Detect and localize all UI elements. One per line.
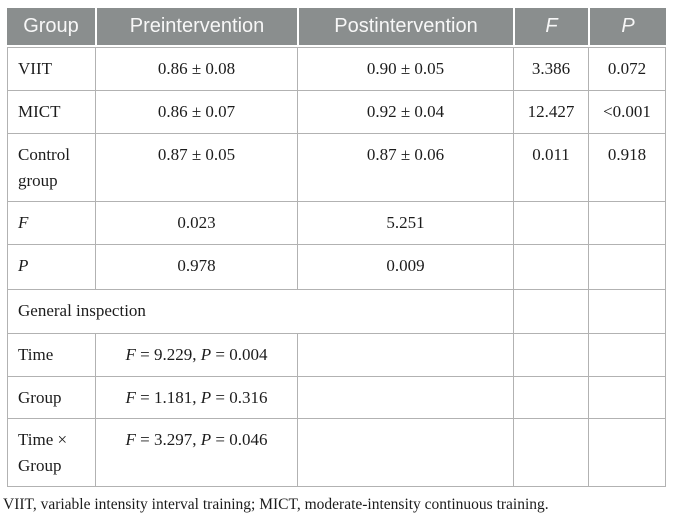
table-row-time: Time F = 9.229, P = 0.004 (7, 333, 666, 376)
cell-control-pre: 0.87 ± 0.05 (95, 133, 297, 201)
equals-sign: = (211, 430, 230, 449)
cell-mict-f: 12.427 (513, 90, 588, 133)
cell-control-label: Control group (7, 133, 95, 201)
cell-empty (588, 289, 666, 333)
separator: , (192, 387, 201, 407)
cell-empty (297, 418, 513, 487)
cell-viit-label: VIIT (7, 47, 95, 90)
header-p-value: P (588, 8, 666, 47)
cell-viit-post: 0.90 ± 0.05 (297, 47, 513, 90)
cell-empty (513, 375, 588, 418)
cell-empty (588, 333, 666, 376)
cell-empty (588, 375, 666, 418)
table-footnote: VIIT, variable intensity interval traini… (3, 496, 549, 513)
p-symbol: P (200, 387, 212, 407)
equals-sign: = (211, 345, 230, 364)
cell-empty (513, 333, 588, 376)
f-value: 3.297 (154, 430, 193, 449)
header-postintervention: Postintervention (297, 8, 513, 47)
equals-sign: = (135, 387, 154, 407)
header-group: Group (7, 8, 95, 47)
equals-sign: = (135, 345, 154, 364)
cell-group-stats: F = 1.181, P = 0.316 (95, 375, 297, 418)
cell-viit-p: 0.072 (588, 47, 666, 90)
cell-group-label: Group (7, 375, 95, 418)
cell-empty (513, 418, 588, 487)
cell-empty (513, 244, 588, 289)
cell-p-post: 0.009 (297, 244, 513, 289)
cell-mict-p: <0.001 (588, 90, 666, 133)
table-row-time-x-group: Time × Group F = 3.297, P = 0.046 (7, 418, 666, 487)
table-header: Group Preintervention Postintervention F… (7, 8, 666, 47)
cell-control-p: 0.918 (588, 133, 666, 201)
p-value: 0.004 (229, 345, 268, 364)
cell-f-label: F (7, 201, 95, 244)
cell-control-f: 0.011 (513, 133, 588, 201)
p-symbol: P (200, 345, 212, 364)
cell-time-stats: F = 9.229, P = 0.004 (95, 333, 297, 376)
header-f-statistic: F (513, 8, 588, 47)
equals-sign: = (135, 430, 154, 449)
cell-viit-pre: 0.86 ± 0.08 (95, 47, 297, 90)
cell-general-inspection: General inspection (7, 289, 513, 333)
cell-empty (513, 289, 588, 333)
header-row: Group Preintervention Postintervention F… (7, 8, 666, 47)
table-row-mict: MICT 0.86 ± 0.07 0.92 ± 0.04 12.427 <0.0… (7, 90, 666, 133)
equals-sign: = (211, 387, 230, 407)
cell-empty (513, 201, 588, 244)
cell-time-label: Time (7, 333, 95, 376)
results-table-container: Group Preintervention Postintervention F… (3, 8, 666, 514)
f-symbol: F (125, 345, 136, 364)
p-value: 0.316 (229, 387, 268, 407)
cell-empty (297, 333, 513, 376)
header-preintervention: Preintervention (95, 8, 297, 47)
cell-empty (588, 201, 666, 244)
table-row-group-effect: Group F = 1.181, P = 0.316 (7, 375, 666, 418)
p-value: 0.046 (229, 430, 268, 449)
table-row-p-value: P 0.978 0.009 (7, 244, 666, 289)
cell-empty (297, 375, 513, 418)
cell-mict-post: 0.92 ± 0.04 (297, 90, 513, 133)
cell-mict-label: MICT (7, 90, 95, 133)
f-value: 1.181 (154, 387, 193, 407)
f-symbol: F (125, 430, 136, 449)
cell-time-x-group-label: Time × Group (7, 418, 95, 487)
cell-empty (588, 244, 666, 289)
separator: , (192, 430, 201, 449)
table-row-f-statistic: F 0.023 5.251 (7, 201, 666, 244)
cell-viit-f: 3.386 (513, 47, 588, 90)
cell-p-pre: 0.978 (95, 244, 297, 289)
cell-time-x-group-stats: F = 3.297, P = 0.046 (95, 418, 297, 487)
table-body: VIIT 0.86 ± 0.08 0.90 ± 0.05 3.386 0.072… (7, 47, 666, 487)
anova-results-table: Group Preintervention Postintervention F… (7, 8, 666, 487)
table-row-viit: VIIT 0.86 ± 0.08 0.90 ± 0.05 3.386 0.072 (7, 47, 666, 90)
cell-mict-pre: 0.86 ± 0.07 (95, 90, 297, 133)
table-row-general-inspection: General inspection (7, 289, 666, 333)
separator: , (192, 345, 201, 364)
cell-f-post: 5.251 (297, 201, 513, 244)
table-row-control: Control group 0.87 ± 0.05 0.87 ± 0.06 0.… (7, 133, 666, 201)
f-value: 9.229 (154, 345, 193, 364)
p-symbol: P (200, 430, 212, 449)
cell-empty (588, 418, 666, 487)
cell-p-label: P (7, 244, 95, 289)
cell-control-post: 0.87 ± 0.06 (297, 133, 513, 201)
cell-f-pre: 0.023 (95, 201, 297, 244)
f-symbol: F (125, 387, 136, 407)
